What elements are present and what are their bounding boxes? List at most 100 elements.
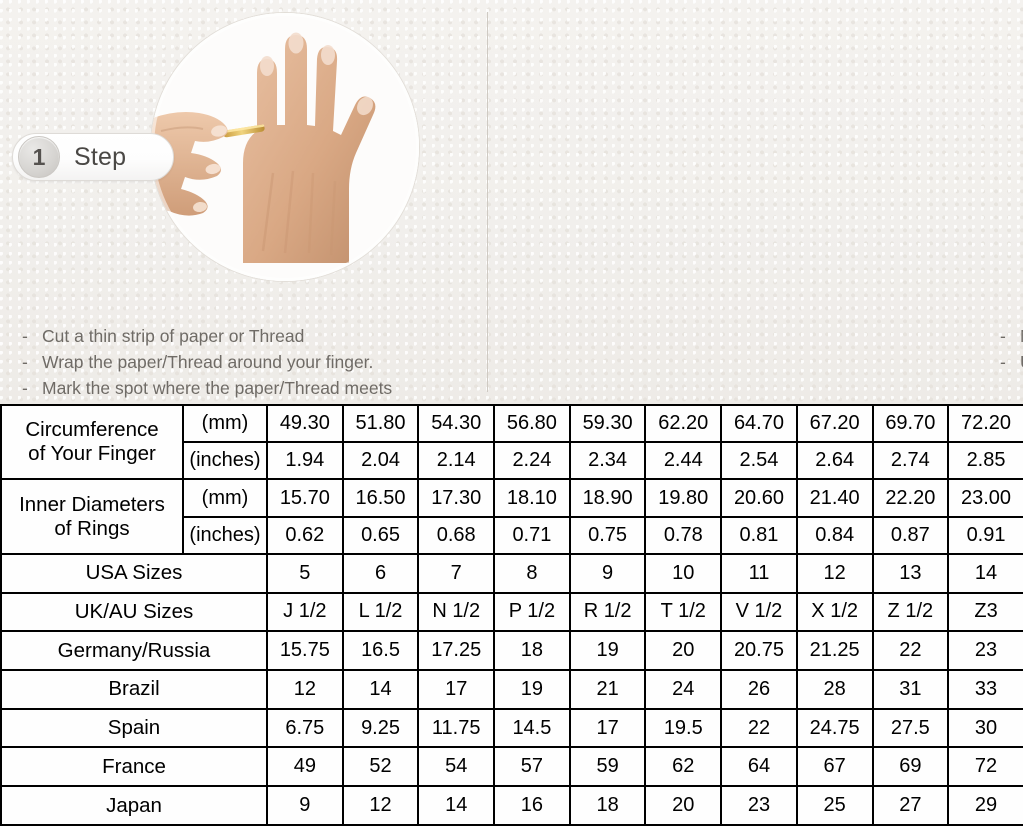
row-label: Spain	[0, 707, 268, 749]
instruction-item: - Mark the spot where the paper/Thread me…	[22, 375, 392, 401]
data-cell: 9	[568, 552, 647, 594]
data-cell: 0.68	[417, 515, 496, 555]
data-cell: V 1/2	[720, 591, 798, 633]
data-cell: 20.60	[720, 478, 798, 518]
data-cell: 0.65	[341, 515, 420, 555]
data-cell: 2.64	[795, 441, 874, 481]
unit-label: (mm)	[182, 403, 268, 444]
data-cell: 0.84	[795, 515, 874, 555]
data-cell: 2.54	[720, 441, 798, 481]
group-label-1: Inner Diameters of Rings	[0, 478, 184, 555]
data-cell: 2.34	[568, 441, 647, 481]
data-cell: 0.62	[266, 515, 344, 555]
data-cell: 21.25	[795, 630, 874, 672]
data-cell: 6.75	[266, 707, 344, 749]
row-label: USA Sizes	[0, 552, 268, 594]
data-cell: 11	[720, 552, 798, 594]
ring-size-table: Circumference of Your Finger (mm) 49.30 51.8…	[0, 403, 1023, 826]
data-cell: 12	[341, 785, 420, 826]
data-cell: P 1/2	[493, 591, 571, 633]
table-row: (inches) 1.94 2.04 2.14 2.24 2.34 2.44 2.54 2.64…	[1, 441, 1023, 481]
data-cell: 57	[493, 746, 571, 788]
step-2-panel: 1 2 3 MADE IN CHINA 2 Step -Measure the …	[488, 0, 1023, 404]
data-cell: 9.25	[341, 707, 420, 749]
data-cell: 16.50	[341, 478, 420, 518]
data-cell: 30	[947, 707, 1023, 749]
data-cell: 5	[266, 552, 344, 594]
data-cell: 67.20	[795, 403, 874, 444]
data-cell: 59.30	[568, 403, 647, 444]
data-cell: 72	[947, 746, 1023, 788]
data-cell: 0.75	[568, 515, 647, 555]
data-cell: 0.87	[871, 515, 950, 555]
data-cell: 2.24	[493, 441, 571, 481]
instruction-text: Use the following chart to determine you…	[1020, 352, 1023, 372]
data-cell: 18.10	[493, 478, 571, 518]
data-cell: 23	[947, 630, 1023, 672]
data-cell: 54.30	[417, 403, 496, 444]
table-row: Inner Diameters of Rings (mm) 15.70 16.50 17.…	[0, 478, 1023, 555]
bullet-dash: -	[1000, 352, 1006, 372]
data-cell: 2.85	[947, 441, 1023, 481]
data-cell: 17.30	[417, 478, 496, 518]
bullet-dash: -	[22, 352, 28, 372]
data-cell: 23	[720, 785, 798, 826]
data-cell: 13	[871, 552, 950, 594]
data-cell: 6	[341, 552, 420, 594]
data-cell: 27	[871, 785, 950, 826]
table-row: USA Sizes 5 6 7 8 9 10 11 12 13 14	[0, 552, 1023, 594]
data-cell: 67	[795, 746, 874, 788]
data-cell: 19	[568, 630, 647, 672]
data-cell: 19.5	[644, 707, 723, 749]
row-label: Brazil	[0, 669, 268, 710]
data-cell: 2.44	[644, 441, 723, 481]
data-cell: 10	[644, 552, 723, 594]
data-cell: 15.70	[266, 478, 344, 518]
row-label: Germany/Russia	[0, 630, 268, 672]
data-cell: 69	[871, 746, 950, 788]
data-cell: 69.70	[871, 403, 950, 444]
table-row: Circumference of Your Finger (mm) 49.30 51.8…	[0, 403, 1023, 481]
table-row: Spain 6.75 9.25 11.75 14.5 17 19.5 22 24.75 27.5 3…	[0, 707, 1023, 749]
data-cell: 52	[341, 746, 420, 788]
data-cell: 21.40	[795, 478, 874, 518]
bullet-dash: -	[22, 378, 28, 398]
step-2-instructions: - Measure the length of the thread with y…	[1000, 323, 1023, 375]
data-cell: 14	[417, 785, 496, 826]
data-cell: 26	[720, 669, 798, 710]
data-cell: 0.71	[493, 515, 571, 555]
data-cell: 24.75	[795, 707, 874, 749]
data-cell: Z3	[947, 591, 1023, 633]
row-label: France	[0, 746, 268, 788]
data-cell: N 1/2	[417, 591, 496, 633]
data-cell: 51.80	[341, 403, 420, 444]
group-label-line2: of Your Finger	[28, 442, 156, 466]
data-cell: 22	[871, 630, 950, 672]
bullet-dash: -	[1000, 326, 1006, 346]
data-cell: 23.00	[947, 478, 1023, 518]
data-cell: 56.80	[493, 403, 571, 444]
data-cell: 62	[644, 746, 723, 788]
data-cell: 64.70	[720, 403, 798, 444]
group-label-line1: Circumference	[25, 418, 159, 442]
instruction-text: Cut a thin strip of paper or Thread	[42, 326, 305, 346]
instruction-item: - Wrap the paper/Thread around your finge…	[22, 349, 392, 375]
data-cell: 29	[947, 785, 1023, 826]
data-cell: 14	[947, 552, 1023, 594]
step-1-number: 1	[18, 136, 60, 178]
instruction-item: - Cut a thin strip of paper or Thread	[22, 323, 392, 349]
instruction-item: - Use the following chart to determine yo…	[1000, 349, 1023, 375]
data-cell: 24	[644, 669, 723, 710]
group-label-0: Circumference of Your Finger	[0, 403, 184, 481]
data-cell: 1.94	[266, 441, 344, 481]
instruction-text: Mark the spot where the paper/Thread mee…	[42, 378, 393, 398]
data-cell: 49.30	[266, 403, 344, 444]
step-1-photo	[150, 12, 420, 282]
data-cell: 59	[568, 746, 647, 788]
step-1-instructions: - Cut a thin strip of paper or Thread - Wr…	[22, 323, 392, 401]
data-cell: 2.74	[871, 441, 950, 481]
data-cell: T 1/2	[644, 591, 723, 633]
data-cell: 49	[266, 746, 344, 788]
data-cell: J 1/2	[266, 591, 344, 633]
